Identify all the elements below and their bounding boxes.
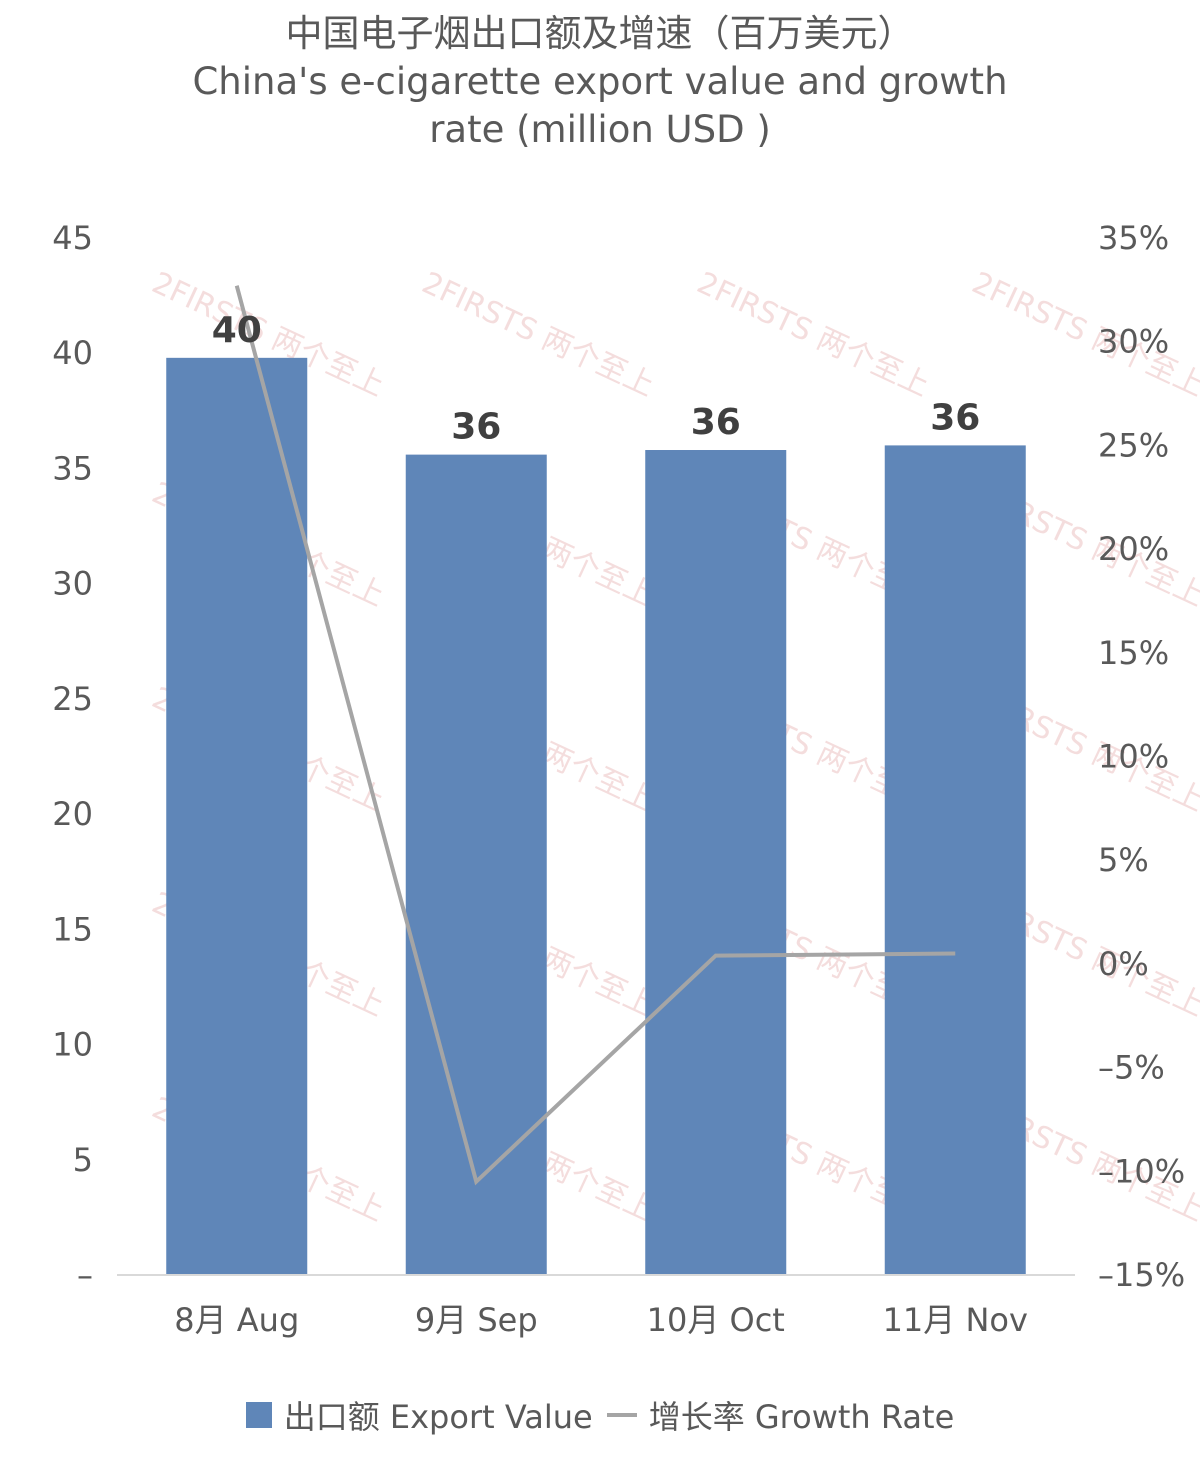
- bar-export-value: [645, 450, 787, 1275]
- bar-data-label: 40: [212, 310, 262, 351]
- left-axis-tick-label: 15: [52, 910, 93, 948]
- right-axis-tick-label: 20%: [1098, 530, 1169, 568]
- legend-label-growth-rate: 增长率 Growth Rate: [648, 1398, 955, 1436]
- line-growth-rate: [234, 285, 956, 1186]
- watermark-text: 2FIRSTS 两个至上: [417, 266, 660, 404]
- chart-title: 中国电子烟出口额及增速（百万美元） China's e-cigarette ex…: [0, 10, 1200, 154]
- right-axis-tick-label: 0%: [1098, 945, 1149, 983]
- right-axis-tick-label: 35%: [1098, 219, 1169, 257]
- x-axis-tick-label: 9月 Sep: [415, 1301, 538, 1339]
- left-axis-tick-label: 10: [52, 1026, 93, 1064]
- bar-data-label: 36: [451, 407, 501, 448]
- bar-data-label: 36: [691, 402, 741, 443]
- bar-export-value: [166, 357, 308, 1275]
- left-axis-tick-label: 25: [52, 680, 93, 718]
- left-axis-tick-label: 40: [52, 334, 93, 372]
- right-axis-tick-label: 15%: [1098, 634, 1169, 672]
- chart-title-cn: 中国电子烟出口额及增速（百万美元）: [285, 12, 915, 55]
- bar-export-value: [405, 454, 547, 1275]
- bar-data-label: 36: [930, 397, 980, 438]
- bar-export-value: [884, 445, 1026, 1275]
- right-axis-tick-label: 5%: [1098, 841, 1149, 879]
- left-axis-tick-label: 5: [73, 1141, 93, 1179]
- x-axis-tick-label: 8月 Aug: [174, 1301, 299, 1339]
- right-axis-tick-label: 25%: [1098, 426, 1169, 464]
- legend-swatch-growth-rate: [606, 1413, 637, 1417]
- right-axis-tick-label: 10%: [1098, 738, 1169, 776]
- right-axis-tick-label: –10%: [1098, 1152, 1185, 1190]
- legend-swatch-export-value: [245, 1402, 272, 1428]
- chart-legend: 出口额 Export Value 增长率 Growth Rate: [0, 1392, 1200, 1438]
- legend-label-export-value: 出口额 Export Value: [283, 1398, 593, 1436]
- left-axis-tick-label: 30: [52, 565, 93, 603]
- watermark-text: 2FIRSTS 两个至上: [692, 266, 935, 404]
- left-axis-tick-label: 20: [52, 795, 93, 833]
- left-axis-tick-label: –: [77, 1256, 93, 1294]
- x-axis-tick-label: 11月 Nov: [883, 1301, 1028, 1339]
- legend-item-export-value: 出口额 Export Value: [245, 1392, 593, 1438]
- chart-title-en-line2: rate (million USD ): [429, 108, 771, 151]
- left-axis-tick-label: 35: [52, 449, 93, 487]
- right-axis-tick-label: –5%: [1098, 1049, 1165, 1087]
- x-axis-tick-label: 10月 Oct: [647, 1301, 785, 1339]
- right-axis-tick-label: 30%: [1098, 323, 1169, 361]
- right-axis-tick-label: –15%: [1098, 1256, 1185, 1294]
- legend-item-growth-rate: 增长率 Growth Rate: [593, 1392, 955, 1438]
- left-axis-tick-label: 45: [52, 219, 93, 257]
- chart-title-en-line1: China's e-cigarette export value and gro…: [192, 60, 1008, 103]
